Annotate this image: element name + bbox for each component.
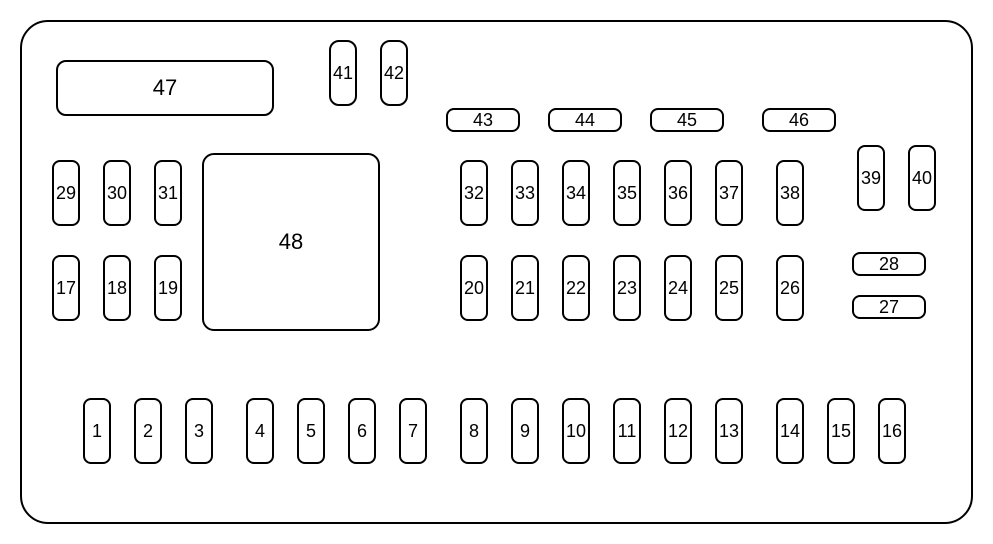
fuse-slot-37: 37 (715, 160, 743, 226)
fuse-slot-34: 34 (562, 160, 590, 226)
fuse-slot-label: 23 (617, 279, 637, 297)
fuse-slot-24: 24 (664, 255, 692, 321)
fuse-slot-label: 14 (780, 422, 800, 440)
fuse-slot-label: 42 (384, 64, 404, 82)
fuse-slot-26: 26 (776, 255, 804, 321)
fuse-slot-35: 35 (613, 160, 641, 226)
fuse-slot-label: 47 (153, 77, 177, 99)
fuse-slot-label: 12 (668, 422, 688, 440)
fuse-slot-label: 16 (882, 422, 902, 440)
fuse-slot-45: 45 (650, 108, 724, 132)
fuse-slot-label: 48 (279, 231, 303, 253)
fuse-slot-label: 38 (780, 184, 800, 202)
fuse-slot-36: 36 (664, 160, 692, 226)
fuse-slot-label: 20 (464, 279, 484, 297)
fuse-slot-label: 8 (469, 422, 479, 440)
fuse-slot-label: 25 (719, 279, 739, 297)
fuse-slot-32: 32 (460, 160, 488, 226)
fuse-slot-8: 8 (460, 398, 488, 464)
fuse-slot-21: 21 (511, 255, 539, 321)
fuse-slot-label: 18 (107, 279, 127, 297)
fuse-slot-14: 14 (776, 398, 804, 464)
fuse-slot-19: 19 (154, 255, 182, 321)
fuse-slot-label: 2 (143, 422, 153, 440)
fuse-slot-1: 1 (83, 398, 111, 464)
fuse-slot-43: 43 (446, 108, 520, 132)
fuse-slot-label: 44 (575, 111, 595, 129)
fuse-slot-13: 13 (715, 398, 743, 464)
fuse-slot-30: 30 (103, 160, 131, 226)
fuse-slot-38: 38 (776, 160, 804, 226)
fuse-slot-label: 37 (719, 184, 739, 202)
fuse-slot-label: 46 (789, 111, 809, 129)
fuse-slot-31: 31 (154, 160, 182, 226)
fuse-slot-33: 33 (511, 160, 539, 226)
fuse-slot-label: 31 (158, 184, 178, 202)
fuse-slot-label: 4 (255, 422, 265, 440)
fuse-slot-label: 3 (194, 422, 204, 440)
fuse-slot-label: 21 (515, 279, 535, 297)
fuse-slot-10: 10 (562, 398, 590, 464)
fuse-slot-2: 2 (134, 398, 162, 464)
fuse-slot-47: 47 (56, 60, 274, 116)
fuse-slot-17: 17 (52, 255, 80, 321)
fuse-slot-label: 34 (566, 184, 586, 202)
fuse-slot-22: 22 (562, 255, 590, 321)
fuse-slot-label: 32 (464, 184, 484, 202)
fuse-slot-40: 40 (908, 145, 936, 211)
fuse-slot-20: 20 (460, 255, 488, 321)
fuse-slot-label: 9 (520, 422, 530, 440)
fuse-slot-label: 43 (473, 111, 493, 129)
fuse-slot-label: 10 (566, 422, 586, 440)
fuse-slot-label: 7 (408, 422, 418, 440)
fuse-slot-5: 5 (297, 398, 325, 464)
fuse-slot-label: 5 (306, 422, 316, 440)
fuse-slot-42: 42 (380, 40, 408, 106)
fuse-slot-41: 41 (329, 40, 357, 106)
fuse-slot-label: 1 (92, 422, 102, 440)
fuse-slot-12: 12 (664, 398, 692, 464)
fuse-slot-label: 28 (879, 255, 899, 273)
fuse-slot-4: 4 (246, 398, 274, 464)
fuse-slot-48: 48 (202, 153, 380, 331)
fuse-slot-label: 35 (617, 184, 637, 202)
fuse-slot-25: 25 (715, 255, 743, 321)
fuse-slot-label: 33 (515, 184, 535, 202)
fuse-slot-label: 17 (56, 279, 76, 297)
fuse-slot-label: 39 (861, 169, 881, 187)
fuse-slot-11: 11 (613, 398, 641, 464)
fuse-slot-label: 30 (107, 184, 127, 202)
fuse-slot-29: 29 (52, 160, 80, 226)
fuse-slot-label: 22 (566, 279, 586, 297)
fuse-slot-label: 11 (618, 422, 637, 440)
fuse-slot-18: 18 (103, 255, 131, 321)
fuse-slot-label: 13 (719, 422, 739, 440)
diagram-canvas: 1234567891011121314151617181920212223242… (0, 0, 993, 544)
fuse-slot-6: 6 (348, 398, 376, 464)
fuse-slot-label: 45 (677, 111, 697, 129)
fuse-slot-7: 7 (399, 398, 427, 464)
fuse-slot-39: 39 (857, 145, 885, 211)
fuse-slot-label: 19 (158, 279, 178, 297)
fuse-slot-9: 9 (511, 398, 539, 464)
fuse-slot-16: 16 (878, 398, 906, 464)
fuse-slot-46: 46 (762, 108, 836, 132)
fuse-slot-label: 41 (333, 64, 353, 82)
fuse-slot-label: 29 (56, 184, 76, 202)
fuse-slot-23: 23 (613, 255, 641, 321)
fuse-slot-label: 24 (668, 279, 688, 297)
fuse-slot-label: 6 (357, 422, 367, 440)
fuse-slot-label: 27 (879, 298, 899, 316)
fuse-slot-15: 15 (827, 398, 855, 464)
fuse-slot-44: 44 (548, 108, 622, 132)
fuse-slot-label: 26 (780, 279, 800, 297)
fuse-slot-28: 28 (852, 252, 926, 276)
fuse-slot-label: 15 (831, 422, 851, 440)
fuse-slot-label: 36 (668, 184, 688, 202)
fuse-slot-27: 27 (852, 295, 926, 319)
fuse-slot-3: 3 (185, 398, 213, 464)
fuse-slot-label: 40 (912, 169, 932, 187)
